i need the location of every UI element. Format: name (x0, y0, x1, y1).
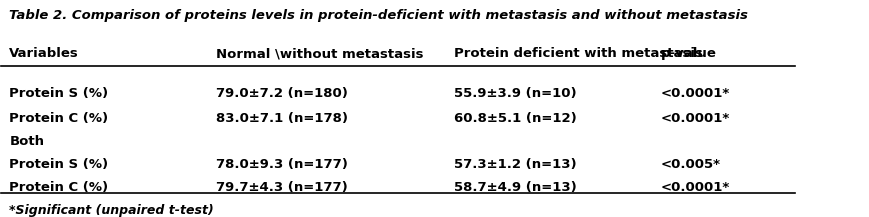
Text: 57.3±1.2 (n=13): 57.3±1.2 (n=13) (454, 158, 577, 171)
Text: 60.8±5.1 (n=12): 60.8±5.1 (n=12) (454, 112, 577, 125)
Text: 79.7±4.3 (n=177): 79.7±4.3 (n=177) (216, 181, 348, 194)
Text: *Significant (unpaired t-test): *Significant (unpaired t-test) (10, 204, 214, 217)
Text: <0.0001*: <0.0001* (660, 112, 730, 125)
Text: <0.005*: <0.005* (660, 158, 720, 171)
Text: Protein S (%): Protein S (%) (10, 158, 109, 171)
Text: 55.9±3.9 (n=10): 55.9±3.9 (n=10) (454, 87, 577, 100)
Text: <0.0001*: <0.0001* (660, 181, 730, 194)
Text: Normal \without metastasis: Normal \without metastasis (216, 47, 423, 60)
Text: 58.7±4.9 (n=13): 58.7±4.9 (n=13) (454, 181, 577, 194)
Text: Table 2. Comparison of proteins levels in protein-deficient with metastasis and : Table 2. Comparison of proteins levels i… (10, 9, 748, 22)
Text: Protein S (%): Protein S (%) (10, 87, 109, 100)
Text: Both: Both (10, 135, 44, 148)
Text: Protein C (%): Protein C (%) (10, 112, 109, 125)
Text: Protein C (%): Protein C (%) (10, 181, 109, 194)
Text: <0.0001*: <0.0001* (660, 87, 730, 100)
Text: Protein deficient with metastasis: Protein deficient with metastasis (454, 47, 703, 60)
Text: 79.0±7.2 (n=180): 79.0±7.2 (n=180) (216, 87, 348, 100)
Text: 83.0±7.1 (n=178): 83.0±7.1 (n=178) (216, 112, 348, 125)
Text: p-value: p-value (660, 47, 716, 60)
Text: 78.0±9.3 (n=177): 78.0±9.3 (n=177) (216, 158, 348, 171)
Text: Variables: Variables (10, 47, 79, 60)
